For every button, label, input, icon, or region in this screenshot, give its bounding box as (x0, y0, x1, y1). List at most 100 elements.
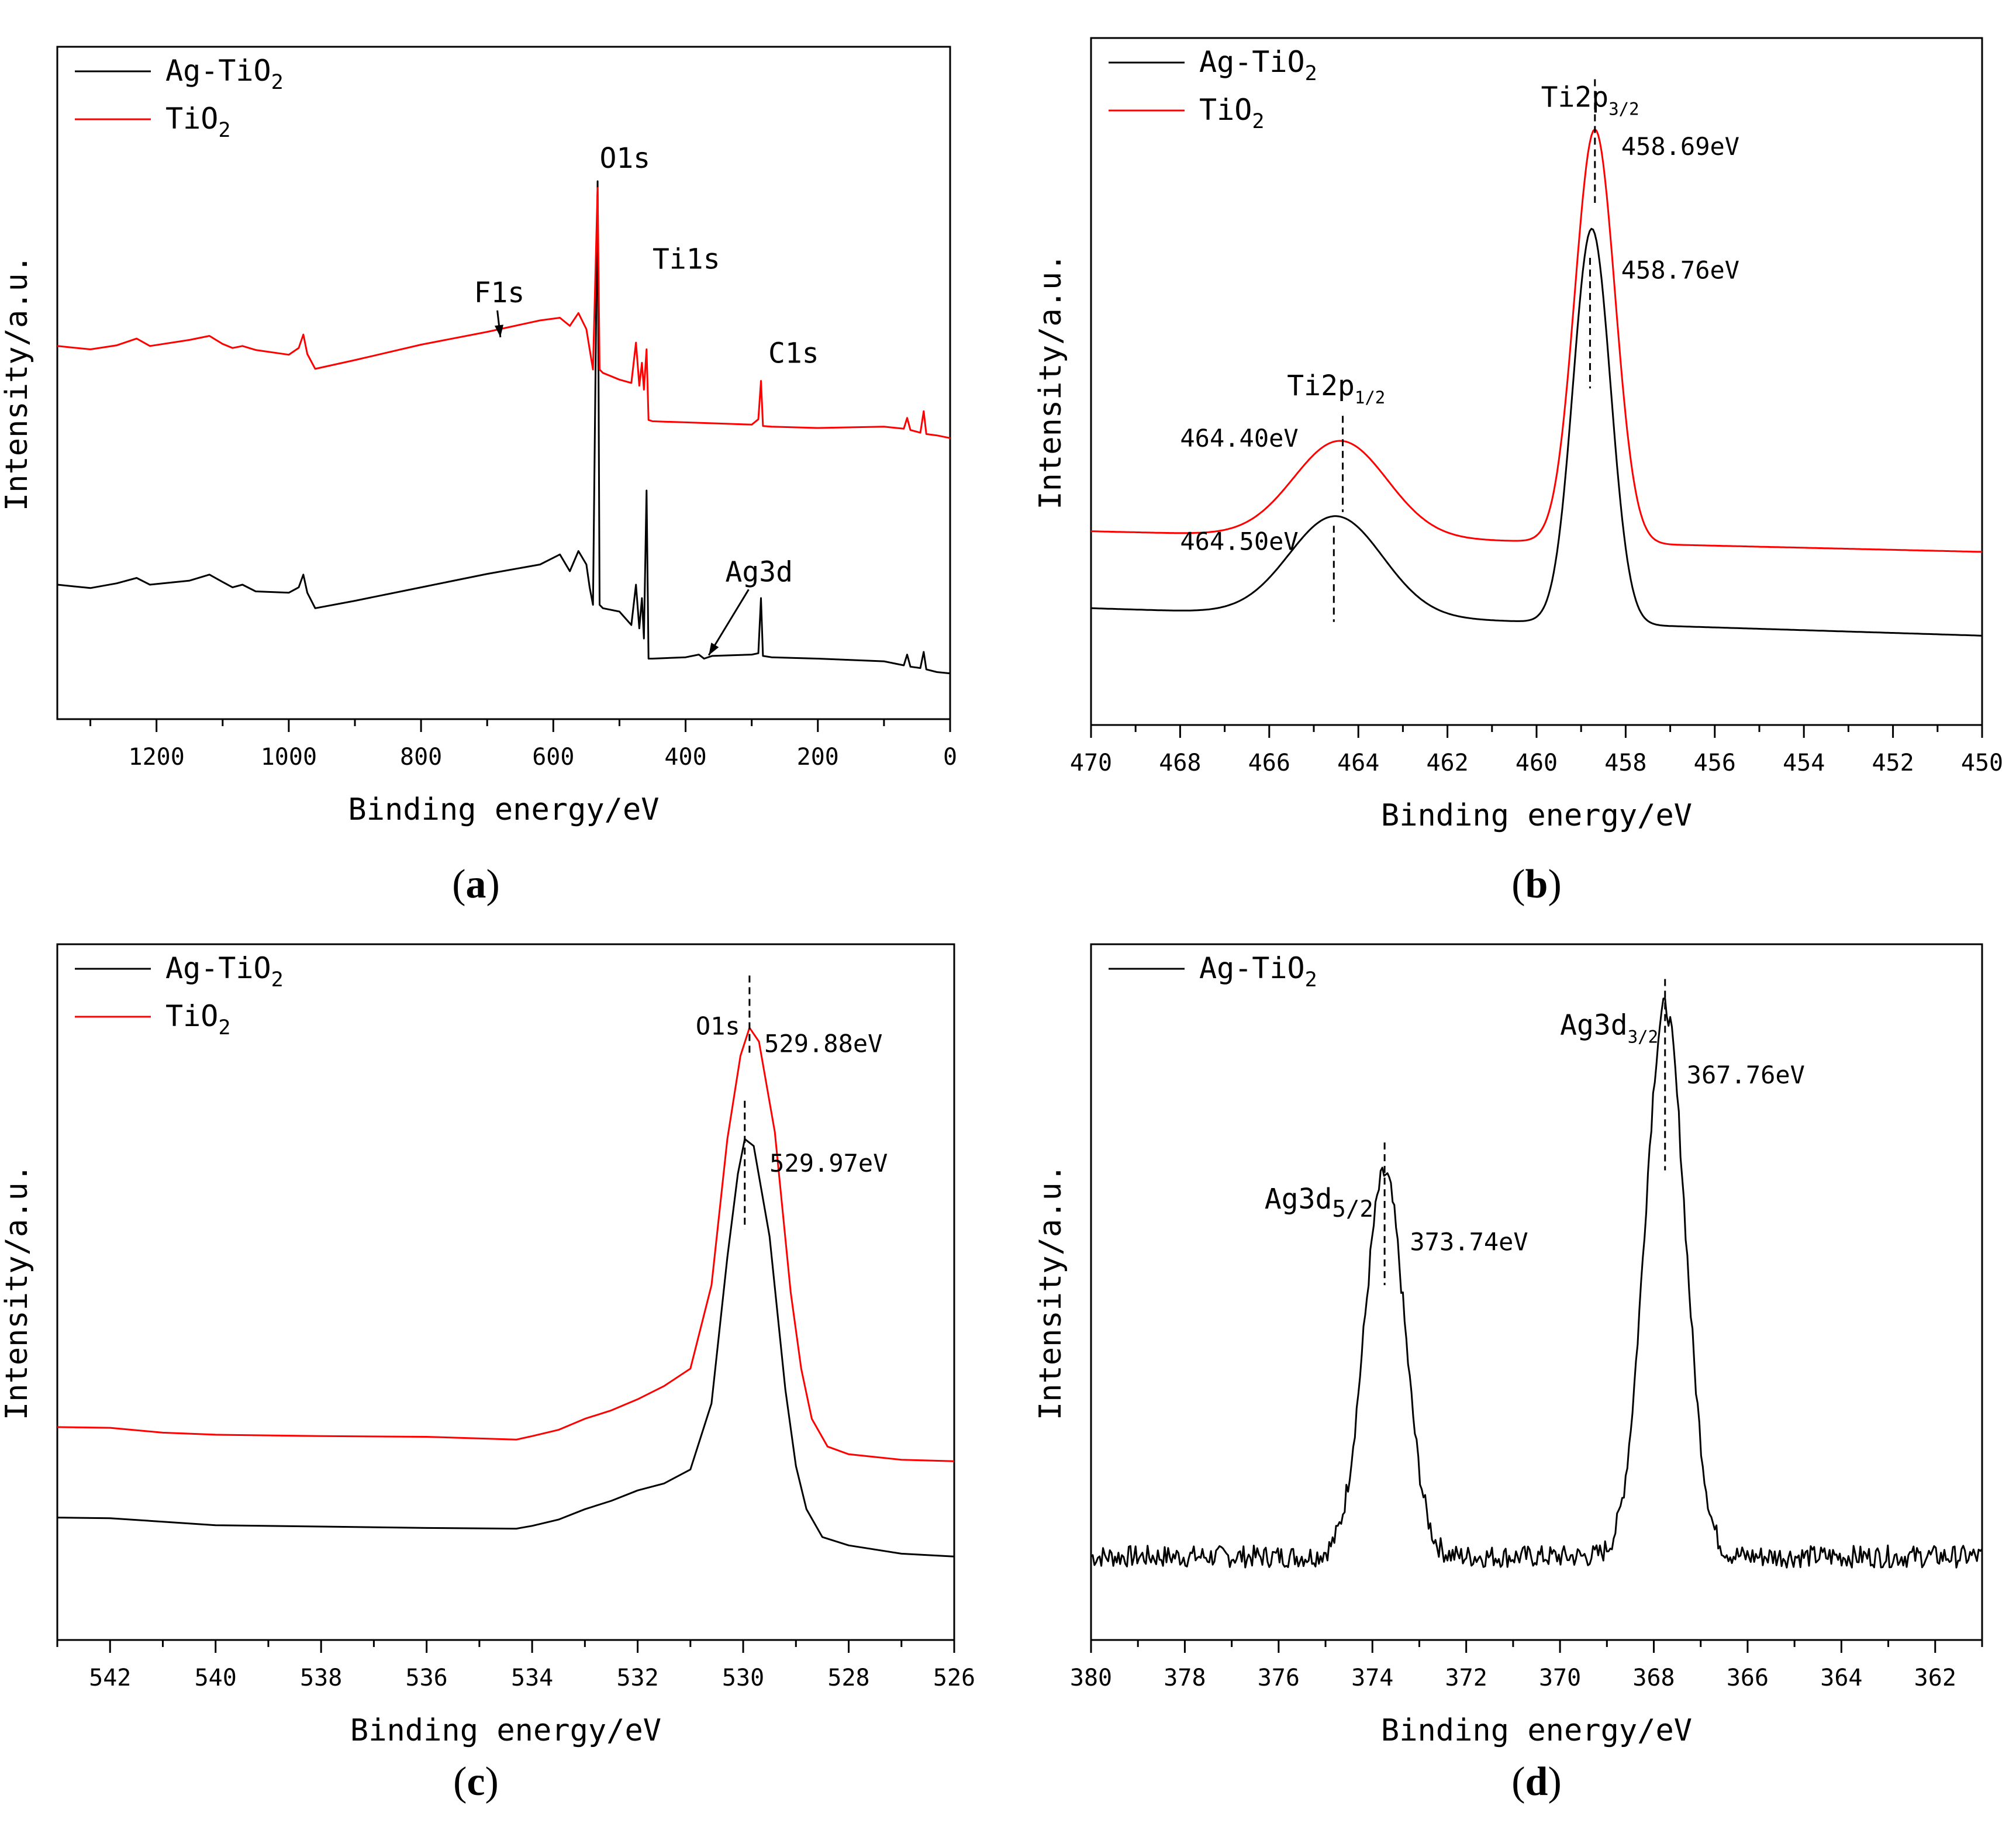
peak-label-subscript: 3/2 (1608, 99, 1639, 119)
legend-entry: TiO2 (1199, 93, 1264, 133)
panel-label-part: ( (1511, 1759, 1525, 1804)
x-tick-label: 542 (89, 1665, 131, 1691)
legend-entry-base: TiO (165, 102, 218, 136)
x-tick-label: 530 (722, 1665, 764, 1691)
panel-label-part: d (1525, 1759, 1548, 1804)
legend-entry-subscript: 2 (1252, 110, 1264, 133)
panel-b: 470 468 466 464 462 460 458 456 454 452 450 Binding… (1033, 37, 2003, 907)
x-tick-label: 466 (1248, 750, 1290, 776)
panel-label-part: ( (452, 862, 465, 907)
annotation-arrowhead (494, 324, 503, 337)
peak-label-subscript: 5/2 (1332, 1196, 1373, 1223)
panel-label-part: ) (485, 1759, 499, 1804)
series-line-tio2 (57, 187, 951, 439)
x-tick-label: 362 (1914, 1665, 1956, 1691)
panel-label-part: c (467, 1759, 485, 1804)
legend-entry-base: Ag-TiO (1199, 45, 1305, 79)
x-tick-label: 376 (1258, 1665, 1300, 1691)
legend-entry: Ag-TiO2 (1199, 45, 1317, 85)
x-tick-label: 468 (1159, 750, 1201, 776)
peak-label-subscript: 1/2 (1355, 388, 1385, 408)
annotation-label: Ti1s (653, 243, 720, 276)
x-tick-label: 378 (1164, 1665, 1206, 1691)
panel-label: (a) (452, 862, 500, 907)
annotation-label: O1s (696, 1012, 740, 1041)
x-axis-label: Binding energy/eV (1381, 1713, 1692, 1748)
x-tick-label: 464 (1337, 750, 1379, 776)
x-tick-label: 1200 (129, 744, 185, 771)
x-tick-label: 460 (1516, 750, 1558, 776)
legend-entry-subscript: 2 (271, 968, 284, 992)
annotation-label: Ag3d (725, 555, 793, 588)
x-tick-label: 528 (827, 1665, 869, 1691)
panel-label-part: b (1525, 862, 1548, 907)
x-tick-label: 364 (1820, 1665, 1862, 1691)
x-tick-label: 370 (1539, 1665, 1581, 1691)
panel-label: (c) (453, 1759, 499, 1804)
x-tick-label: 374 (1351, 1665, 1393, 1691)
panel-label-part: ( (1511, 862, 1525, 907)
legend-entry-subscript: 2 (218, 119, 230, 142)
annotation-label: 529.88eV (764, 1029, 882, 1058)
x-tick-label: 454 (1783, 750, 1825, 776)
legend-entry: TiO2 (165, 102, 230, 142)
panel-label: (d) (1511, 1759, 1562, 1804)
legend-entry-subscript: 2 (1305, 968, 1317, 992)
peak-label-base: Ti2p (1541, 81, 1609, 114)
series-line-ag-tio2 (1090, 997, 1983, 1569)
y-axis-label: Intensity/a.u. (1033, 253, 1068, 509)
x-axis-label: Binding energy/eV (350, 1713, 661, 1748)
peak-label: Ag3d5/2 (1265, 1183, 1373, 1223)
plot-frame (56, 46, 951, 720)
x-tick-label: 526 (933, 1665, 975, 1691)
legend-entry-subscript: 2 (271, 71, 284, 94)
plot-frame (1090, 943, 1983, 1641)
x-axis-label: Binding energy/eV (1381, 798, 1692, 833)
legend-entry-subscript: 2 (1305, 62, 1317, 85)
panel-label: (b) (1511, 862, 1562, 907)
y-axis-label: Intensity/a.u. (0, 1164, 34, 1420)
x-tick-label: 538 (300, 1665, 342, 1691)
legend-entry: Ag-TiO2 (165, 951, 284, 992)
legend-entry: TiO2 (165, 999, 230, 1040)
x-tick-label: 400 (664, 744, 706, 771)
annotation-label: F1s (474, 277, 525, 309)
annotation-label: 464.50eV (1180, 527, 1298, 555)
series-line-tio2 (57, 1027, 955, 1462)
x-tick-label: 532 (616, 1665, 658, 1691)
annotation-label: 367.76eV (1687, 1061, 1805, 1089)
x-tick-label: 534 (511, 1665, 553, 1691)
annotation-label: O1s (600, 142, 651, 175)
annotation-label: 529.97eV (769, 1149, 888, 1178)
panel-c: 542 540 538 536 534 532 530 528 526 Binding energ… (0, 943, 975, 1804)
y-axis-label: Intensity/a.u. (1033, 1164, 1068, 1420)
peak-label-base: Ag3d (1265, 1183, 1333, 1216)
peak-label-subscript: 3/2 (1628, 1027, 1658, 1047)
annotation-label: 458.69eV (1621, 132, 1739, 161)
annotation-arrowhead (709, 643, 719, 655)
x-tick-label: 450 (1961, 750, 2003, 776)
legend-entry-base: TiO (165, 999, 218, 1033)
peak-label: Ti2p3/2 (1541, 81, 1639, 119)
panel-d: 380 378 376 374 372 370 368 366 364 362 Binding en… (1033, 943, 1983, 1804)
x-tick-label: 540 (195, 1665, 237, 1691)
y-axis-label: Intensity/a.u. (0, 255, 34, 511)
legend-entry-base: Ag-TiO (165, 951, 271, 985)
x-tick-label: 368 (1632, 1665, 1675, 1691)
panel-a: 1200 1000 800 600 400 200 0 Binding energy/eV In… (0, 46, 957, 907)
x-tick-label: 458 (1604, 750, 1646, 776)
series-line-tio2 (1090, 128, 1983, 553)
legend-entry-base: Ag-TiO (165, 54, 271, 88)
annotation-arrow (707, 589, 750, 656)
series-line-ag-tio2 (57, 180, 951, 675)
x-tick-label: 462 (1426, 750, 1468, 776)
x-tick-label: 200 (797, 744, 839, 771)
legend-entry-subscript: 2 (218, 1016, 230, 1040)
series-line-ag-tio2 (57, 1138, 955, 1558)
x-tick-label: 372 (1445, 1665, 1487, 1691)
legend-entry: Ag-TiO2 (1199, 951, 1317, 992)
x-tick-label: 470 (1070, 750, 1112, 776)
x-tick-label: 0 (943, 744, 957, 771)
panel-label-part: ( (453, 1759, 467, 1804)
